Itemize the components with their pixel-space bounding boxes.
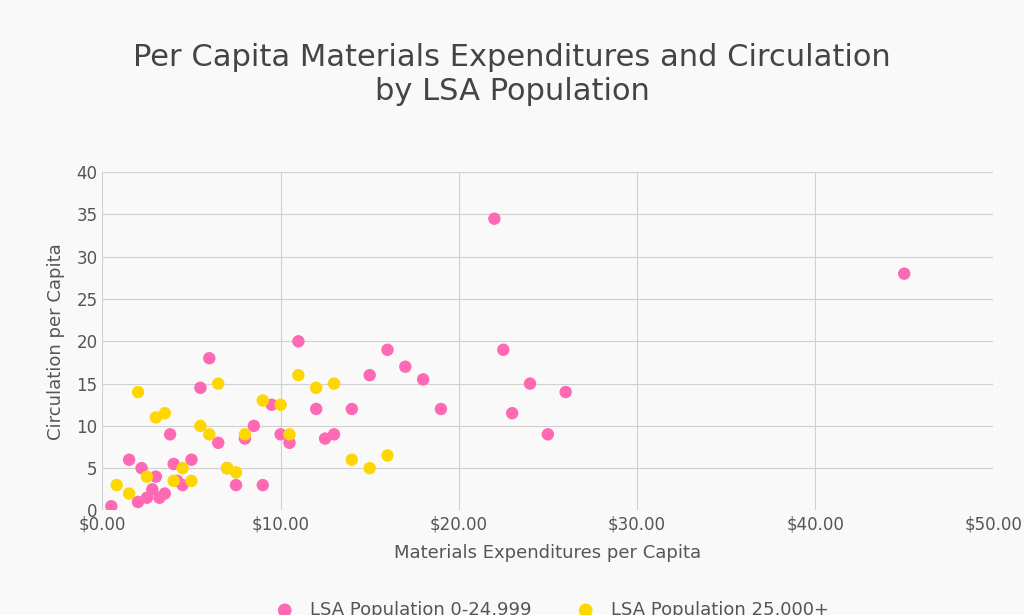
LSA Population 0-24,999 [152, 493, 168, 502]
LSA Population 0-24,999 [504, 408, 520, 418]
LSA Population 0-24,999 [144, 485, 161, 494]
LSA Population 0-24,999 [282, 438, 298, 448]
LSA Population 0-24,999 [210, 438, 226, 448]
LSA Population 25,000+ [109, 480, 125, 490]
LSA Population 0-24,999 [379, 345, 395, 355]
LSA Population 0-24,999 [166, 459, 182, 469]
LSA Population 25,000+ [290, 370, 306, 380]
LSA Population 25,000+ [237, 429, 253, 439]
LSA Population 25,000+ [174, 463, 190, 473]
LSA Population 25,000+ [379, 451, 395, 461]
LSA Population 25,000+ [147, 413, 164, 423]
LSA Population 0-24,999 [255, 480, 271, 490]
LSA Population 0-24,999 [326, 429, 342, 439]
LSA Population 0-24,999 [133, 463, 150, 473]
LSA Population 0-24,999 [130, 497, 146, 507]
LSA Population 25,000+ [326, 379, 342, 389]
LSA Population 25,000+ [308, 383, 325, 393]
LSA Population 0-24,999 [121, 454, 137, 465]
LSA Population 0-24,999 [540, 429, 556, 439]
LSA Population 0-24,999 [415, 375, 431, 384]
LSA Population 0-24,999 [201, 353, 217, 363]
LSA Population 0-24,999 [317, 434, 334, 443]
LSA Population 0-24,999 [157, 488, 173, 498]
LSA Population 0-24,999 [103, 501, 120, 511]
LSA Population 0-24,999 [162, 429, 178, 439]
LSA Population 25,000+ [227, 467, 245, 477]
LSA Population 0-24,999 [272, 429, 289, 439]
LSA Population 25,000+ [193, 421, 209, 430]
LSA Population 0-24,999 [433, 404, 450, 414]
LSA Population 25,000+ [130, 387, 146, 397]
LSA Population 0-24,999 [557, 387, 573, 397]
LSA Population 25,000+ [255, 395, 271, 405]
LSA Population 0-24,999 [227, 480, 245, 490]
LSA Population 25,000+ [272, 400, 289, 410]
LSA Population 25,000+ [219, 463, 236, 473]
LSA Population 0-24,999 [147, 472, 164, 482]
Y-axis label: Circulation per Capita: Circulation per Capita [47, 243, 66, 440]
LSA Population 25,000+ [139, 472, 156, 482]
LSA Population 25,000+ [121, 488, 137, 498]
LSA Population 0-24,999 [896, 269, 912, 279]
LSA Population 0-24,999 [522, 379, 539, 389]
LSA Population 0-24,999 [183, 454, 200, 465]
LSA Population 0-24,999 [290, 336, 306, 346]
LSA Population 25,000+ [201, 429, 217, 439]
LSA Population 25,000+ [282, 429, 298, 439]
LSA Population 25,000+ [166, 476, 182, 486]
LSA Population 0-24,999 [344, 404, 360, 414]
LSA Population 0-24,999 [193, 383, 209, 393]
LSA Population 0-24,999 [263, 400, 280, 410]
LSA Population 25,000+ [361, 463, 378, 473]
LSA Population 0-24,999 [361, 370, 378, 380]
LSA Population 0-24,999 [174, 480, 190, 490]
LSA Population 0-24,999 [246, 421, 262, 430]
LSA Population 0-24,999 [308, 404, 325, 414]
LSA Population 25,000+ [210, 379, 226, 389]
LSA Population 0-24,999 [139, 493, 156, 502]
LSA Population 25,000+ [344, 454, 360, 465]
LSA Population 0-24,999 [169, 476, 185, 486]
LSA Population 0-24,999 [237, 434, 253, 443]
X-axis label: Materials Expenditures per Capita: Materials Expenditures per Capita [394, 544, 701, 563]
LSA Population 0-24,999 [219, 463, 236, 473]
Text: Per Capita Materials Expenditures and Circulation
by LSA Population: Per Capita Materials Expenditures and Ci… [133, 43, 891, 106]
LSA Population 25,000+ [157, 408, 173, 418]
LSA Population 25,000+ [183, 476, 200, 486]
Legend: LSA Population 0-24,999, LSA Population 25,000+: LSA Population 0-24,999, LSA Population … [259, 594, 837, 615]
LSA Population 0-24,999 [397, 362, 414, 371]
LSA Population 0-24,999 [486, 214, 503, 224]
LSA Population 0-24,999 [495, 345, 511, 355]
